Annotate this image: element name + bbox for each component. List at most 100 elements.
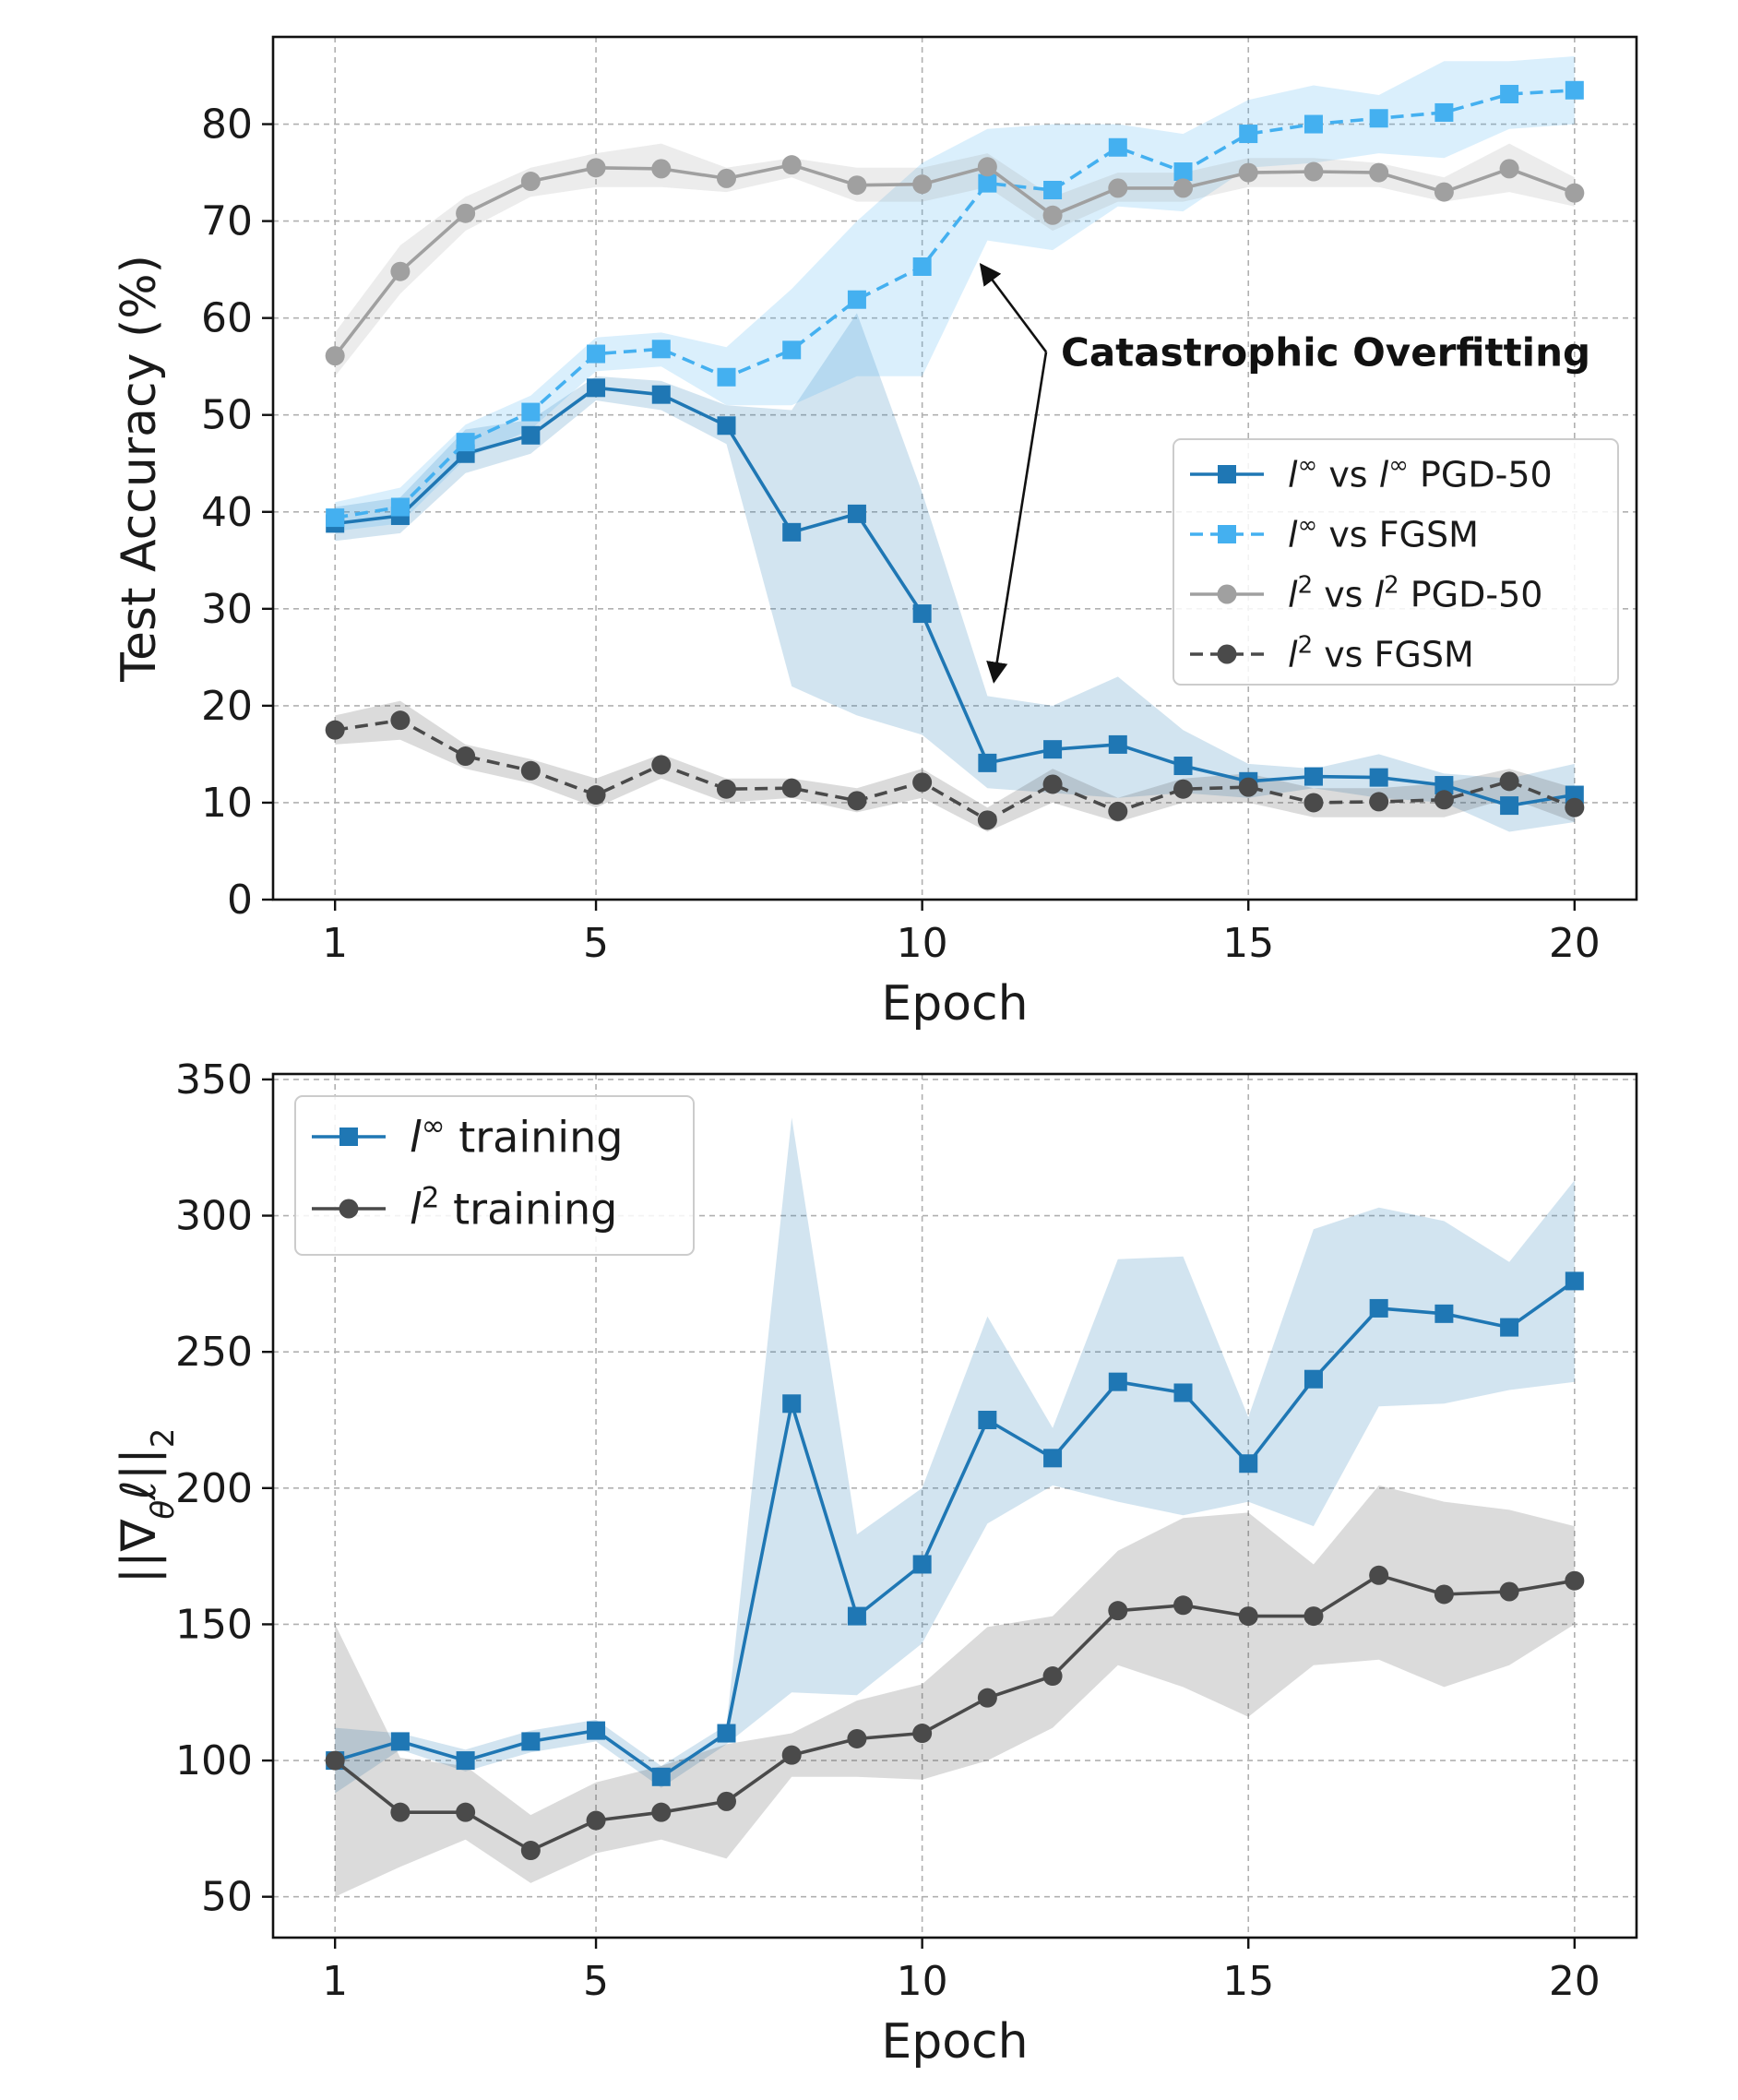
data-point [456,203,476,223]
data-point [1108,1372,1127,1391]
confidence-band [335,700,1575,832]
y-tick-label: 70 [201,198,253,245]
legend-entry: l2 vs l2 PGD-50 [1190,572,1542,615]
data-point [651,1767,671,1786]
data-point [716,779,736,799]
data-point [1434,790,1454,810]
data-point [1304,161,1324,182]
data-point [1304,114,1323,134]
legend-marker [1218,465,1236,483]
data-point [781,1745,802,1765]
data-point [1499,1581,1519,1602]
annotation-arrow [986,352,1048,684]
data-point [325,1750,345,1771]
data-point [912,1555,932,1574]
legend: l∞ training l2 training [294,1095,695,1256]
data-point [651,385,671,404]
confidence-band [335,56,1575,531]
legend-label: l∞ training [410,1110,623,1163]
data-point [1108,734,1127,754]
x-tick-label: 5 [583,1958,609,2005]
legend: l∞ vs l∞ PGD-50 l∞ vs FGSM l2 vs l2 PGD-50… [1173,438,1619,686]
axes-frame [271,35,1638,901]
data-point [587,1721,606,1740]
y-axis-label: ||∇θℓ||2 [112,1428,182,1584]
data-point [520,172,541,192]
series-line [334,1279,1576,1779]
axes-frame [271,1072,1638,1939]
data-point [717,416,736,436]
series-l2-vs-l2-pgd-50 [325,155,1585,366]
y-tick-label: 350 [175,1056,253,1104]
data-point [847,791,867,811]
series-l-vs-fgsm [326,80,1584,528]
data-point [1043,180,1063,199]
data-point [390,1732,410,1751]
data-point [1042,774,1063,794]
data-point [1304,1606,1324,1627]
data-point [521,1732,541,1751]
data-point [390,261,411,281]
data-point [717,1724,736,1743]
x-tick-label: 1 [322,920,348,967]
legend-entry: l2 training [312,1182,617,1235]
x-axis-label: Epoch [881,976,1028,1032]
data-point [1239,125,1258,144]
data-point [325,346,345,366]
y-tick-label: 50 [201,392,253,439]
data-point [1499,771,1519,792]
legend-label: l2 vs FGSM [1288,632,1474,675]
legend-entry: l2 vs FGSM [1190,632,1474,675]
x-tick-label: 20 [1549,920,1601,967]
data-point [1108,1601,1128,1621]
data-point [521,425,541,445]
data-point [1108,801,1128,821]
data-point [1173,757,1193,776]
data-point [977,810,997,830]
legend-entry: l∞ vs l∞ PGD-50 [1190,452,1553,495]
series-l2-training [325,1565,1585,1861]
data-point [325,720,345,740]
data-point [1043,1449,1063,1468]
x-tick-label: 10 [897,1958,948,2005]
x-axis-label: Epoch [881,2014,1028,2070]
data-point [1434,102,1454,122]
data-point [978,1410,997,1429]
data-point [326,508,345,528]
legend-entry: l∞ training [312,1110,623,1163]
data-point [1500,1318,1519,1337]
data-point [651,340,671,359]
data-point [782,1394,802,1414]
data-point [520,760,541,781]
data-point [1369,109,1388,128]
data-point [456,1802,476,1822]
data-point [1304,793,1324,813]
data-point [1565,80,1584,100]
data-point [1173,1383,1193,1402]
confidence-band [335,1485,1575,1897]
legend-marker [1218,525,1236,543]
y-tick-label: 10 [201,780,253,827]
data-point [1108,178,1128,198]
x-tick-label: 15 [1222,1958,1274,2005]
data-point [1239,1454,1258,1474]
data-point [390,710,411,731]
data-point [1369,768,1388,787]
series-line [334,1573,1576,1853]
data-point [521,402,541,422]
data-point [1042,1666,1063,1687]
data-point [782,522,802,542]
annotation-text: Catastrophic Overfitting [1061,329,1590,375]
data-point [390,1802,411,1822]
series-line [334,386,1576,807]
y-tick-label: 50 [201,1874,253,1921]
y-tick-label: 80 [201,101,253,149]
annotation-arrow [979,263,1048,353]
data-point [847,1728,867,1748]
data-point [1369,1298,1388,1318]
data-point [520,1841,541,1861]
annotation: Catastrophic Overfitting [979,263,1590,684]
legend-label: l∞ vs FGSM [1288,512,1479,555]
